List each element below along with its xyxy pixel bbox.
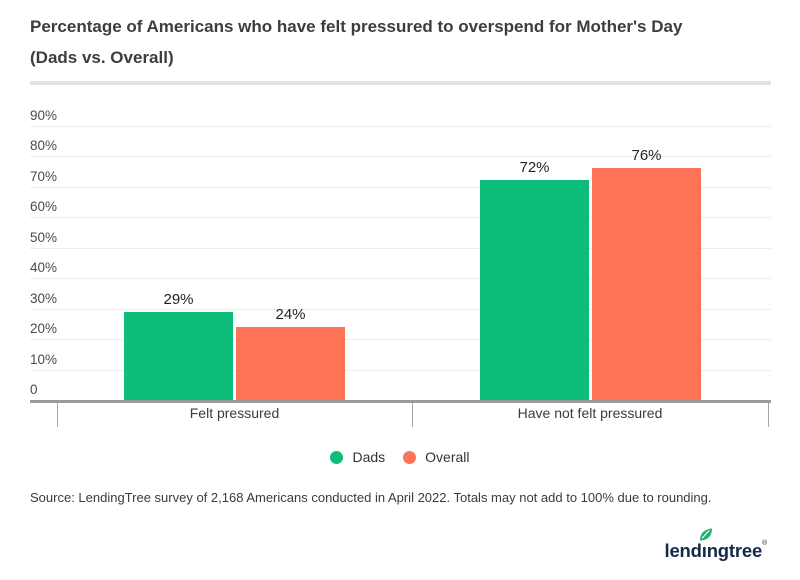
- chart-title: Percentage of Americans who have felt pr…: [30, 11, 770, 73]
- y-axis-label: 50%: [30, 230, 58, 245]
- x-axis-line: [30, 400, 771, 403]
- y-axis-label: 80%: [30, 138, 58, 153]
- y-axis-label: 20%: [30, 321, 58, 336]
- gridline: [30, 370, 771, 371]
- chart-title-line-2: (Dads vs. Overall): [30, 48, 174, 67]
- bar-value-label: 29%: [163, 291, 194, 308]
- gridline: [30, 248, 771, 249]
- bar-value-label: 24%: [275, 306, 306, 323]
- gridline: [30, 126, 771, 127]
- y-axis-label: 30%: [30, 291, 58, 306]
- gridline: [30, 187, 771, 188]
- y-axis-label: 40%: [30, 260, 58, 275]
- gridline: [30, 278, 771, 279]
- lendingtree-logo: lend ıngtree®: [665, 528, 767, 562]
- registered-mark: ®: [762, 540, 767, 547]
- leaf-icon: [699, 528, 712, 541]
- bar-overall: [592, 168, 701, 400]
- y-axis-label: 60%: [30, 199, 58, 214]
- bar-value-label: 72%: [519, 159, 550, 176]
- x-axis-label: Have not felt pressured: [517, 405, 663, 421]
- x-axis-tick: [412, 403, 413, 427]
- bar-value-label: 76%: [631, 147, 662, 164]
- gridline: [30, 309, 771, 310]
- chart-legend: Dads Overall: [0, 449, 800, 465]
- legend-item-overall: Overall: [403, 449, 470, 465]
- chart-title-line-1: Percentage of Americans who have felt pr…: [30, 17, 683, 36]
- legend-label: Dads: [352, 449, 386, 465]
- legend-swatch-overall: [403, 450, 417, 464]
- x-axis-label: Felt pressured: [189, 405, 280, 421]
- gridline: [30, 156, 771, 157]
- gridline: [30, 339, 771, 340]
- y-axis-label: 90%: [30, 108, 58, 123]
- x-axis-tick: [768, 403, 769, 427]
- y-axis-label: 0: [30, 382, 38, 397]
- y-axis-label: 10%: [30, 352, 58, 367]
- bar-dads: [480, 180, 589, 400]
- legend-label: Overall: [425, 449, 470, 465]
- bar-dads: [124, 312, 233, 400]
- title-divider: [30, 81, 771, 85]
- gridline: [30, 217, 771, 218]
- x-axis-tick: [57, 403, 58, 427]
- legend-item-dads: Dads: [330, 449, 385, 465]
- source-note: Source: LendingTree survey of 2,168 Amer…: [30, 490, 712, 505]
- y-axis-label: 70%: [30, 169, 58, 184]
- legend-swatch-dads: [330, 450, 344, 464]
- bar-overall: [236, 327, 345, 400]
